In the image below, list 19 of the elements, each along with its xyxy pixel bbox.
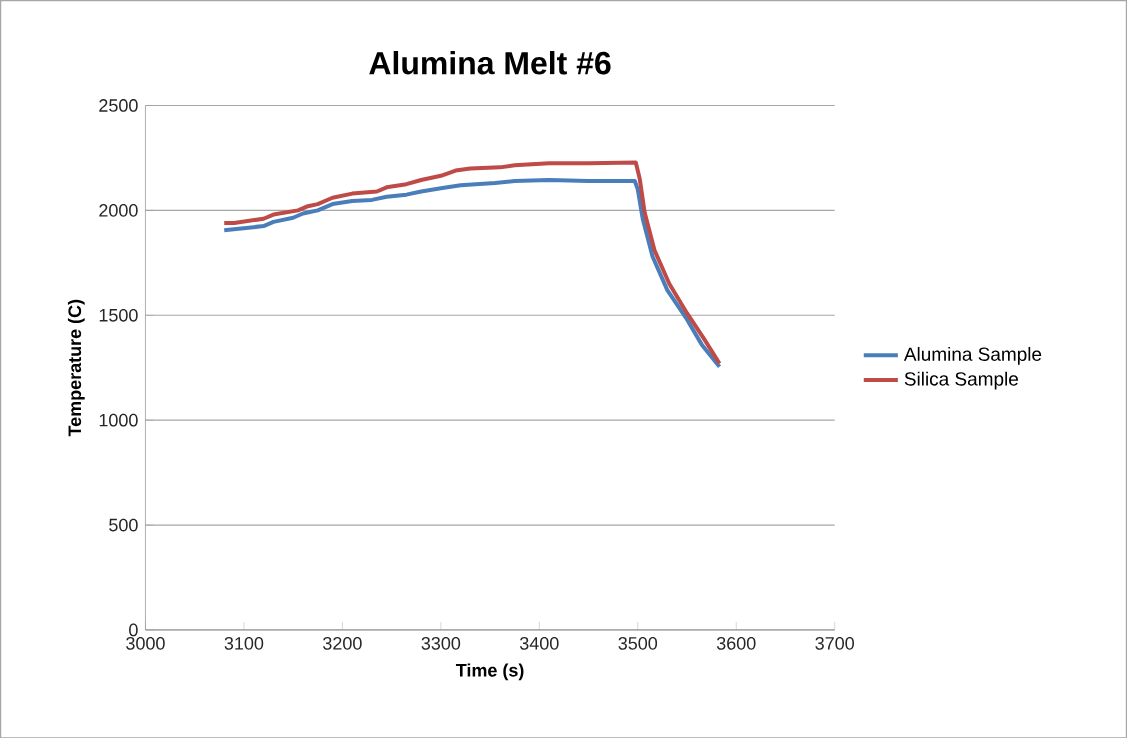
x-tick-label: 3300 (421, 636, 461, 650)
x-tick-label: 3400 (520, 636, 559, 650)
y-tick-label: 2000 (99, 203, 138, 217)
x-tick-label: 3500 (618, 636, 658, 650)
x-axis-title: Time (s) (455, 663, 524, 680)
x-tick-label: 3700 (815, 636, 854, 650)
legend-label: Alumina Sample (903, 346, 1042, 365)
chart-title: Alumina Melt #6 (369, 50, 611, 75)
x-tick-label: 3000 (126, 636, 165, 650)
y-axis-title: Temperature (C) (67, 299, 85, 437)
legend-label: Silica Sample (904, 371, 1018, 390)
x-tick-label: 3100 (224, 636, 264, 650)
y-tick-label: 1000 (99, 413, 138, 427)
y-tick-label: 500 (109, 518, 138, 532)
y-tick-label: 1500 (99, 308, 138, 322)
x-tick-label: 3600 (716, 636, 756, 650)
y-tick-label: 0 (129, 623, 138, 637)
y-tick-label: 2500 (99, 98, 138, 112)
x-tick-label: 3200 (323, 636, 362, 650)
